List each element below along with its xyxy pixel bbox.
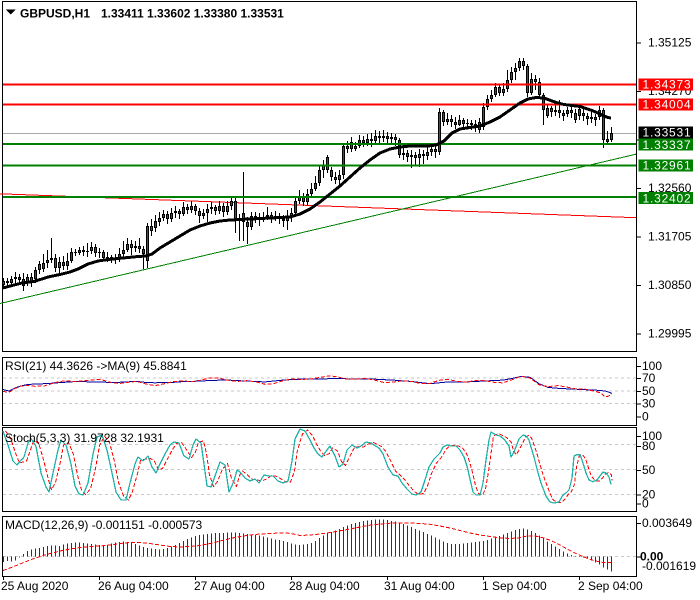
- svg-text:50: 50: [642, 384, 656, 398]
- svg-text:GBPUSD,H1: GBPUSD,H1: [20, 7, 90, 21]
- svg-text:0.00: 0.00: [640, 549, 664, 563]
- svg-text:Stoch(5,3,3) 31.9728 32.1931: Stoch(5,3,3) 31.9728 32.1931: [5, 431, 164, 445]
- svg-text:0: 0: [642, 497, 649, 511]
- svg-text:1.33531: 1.33531: [643, 126, 692, 140]
- svg-text:1.33411 1.33602 1.33380 1.3353: 1.33411 1.33602 1.33380 1.33531: [101, 7, 284, 21]
- svg-text:27 Aug 04:00: 27 Aug 04:00: [194, 579, 265, 593]
- svg-text:-0.001619: -0.001619: [642, 559, 696, 573]
- svg-text:70: 70: [642, 371, 656, 385]
- svg-text:0.003649: 0.003649: [642, 516, 692, 530]
- svg-text:1.34004: 1.34004: [643, 98, 692, 112]
- svg-text:31 Aug 04:00: 31 Aug 04:00: [384, 579, 455, 593]
- svg-text:1.35125: 1.35125: [648, 35, 692, 49]
- svg-text:RSI(21) 44.3626 ->MA(9) 45.88: RSI(21) 44.3626 ->MA(9) 45.8841: [5, 359, 187, 373]
- svg-text:1.31705: 1.31705: [648, 230, 692, 244]
- svg-text:20: 20: [642, 488, 656, 502]
- svg-text:1.32402: 1.32402: [643, 191, 692, 205]
- svg-text:1 Sep 04:00: 1 Sep 04:00: [482, 579, 547, 593]
- svg-text:0: 0: [642, 410, 649, 424]
- svg-text:MACD(12,26,9) -0.001151 -0.000: MACD(12,26,9) -0.001151 -0.000573: [5, 518, 203, 532]
- svg-text:100: 100: [642, 359, 662, 373]
- svg-text:26 Aug 04:00: 26 Aug 04:00: [98, 579, 169, 593]
- svg-text:1.34373: 1.34373: [643, 78, 692, 92]
- svg-text:28 Aug 04:00: 28 Aug 04:00: [289, 579, 360, 593]
- svg-text:25 Aug 2020: 25 Aug 2020: [1, 579, 69, 593]
- svg-text:1.29995: 1.29995: [648, 327, 692, 341]
- svg-text:1.30850: 1.30850: [648, 278, 692, 292]
- svg-text:100: 100: [642, 429, 662, 443]
- svg-text:1.32560: 1.32560: [648, 181, 692, 195]
- svg-text:1.32961: 1.32961: [643, 159, 692, 173]
- svg-text:80: 80: [642, 439, 656, 453]
- svg-text:50: 50: [642, 463, 656, 477]
- svg-text:30: 30: [642, 397, 656, 411]
- svg-text:1.33337: 1.33337: [643, 138, 692, 152]
- svg-text:2 Sep 04:00: 2 Sep 04:00: [578, 579, 643, 593]
